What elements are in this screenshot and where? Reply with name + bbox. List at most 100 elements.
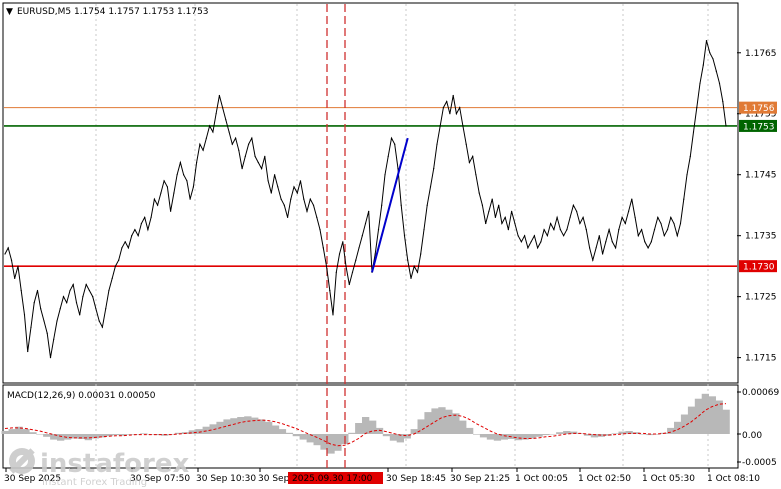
price-point (543, 229, 545, 231)
price-point (472, 155, 474, 157)
macd-histogram-bar (500, 434, 508, 440)
symbol-header: EURUSD,M5 1.1754 1.1757 1.1753 1.1753 (17, 7, 209, 17)
xtick-label-0: 30 Sep 2025 (4, 474, 61, 484)
price-point (257, 161, 259, 164)
price-point (449, 113, 451, 115)
price-point (280, 198, 282, 200)
price-point (88, 289, 90, 292)
price-point (407, 259, 409, 261)
price-point (679, 222, 682, 225)
macd-histogram-bar (556, 432, 564, 434)
price-point (342, 241, 344, 243)
macd-histogram-bar (597, 434, 605, 437)
price-point (27, 350, 29, 353)
price-point (628, 210, 630, 212)
grid (95, 4, 709, 468)
macd-histogram-bar (459, 420, 467, 434)
price-point (381, 204, 383, 206)
macd-histogram-bar (70, 434, 79, 439)
price-point (49, 357, 52, 359)
price-point (205, 137, 207, 139)
macd-histogram-bar (563, 431, 571, 434)
macd-histogram-bar (209, 424, 217, 434)
price-point (387, 155, 389, 157)
price-tag-bg (739, 260, 777, 273)
price-point (390, 137, 393, 139)
price-point (290, 198, 292, 200)
macd-histogram-bar (618, 431, 626, 434)
price-point (312, 204, 315, 206)
macd-histogram-bar (715, 400, 723, 434)
price-point (494, 216, 496, 218)
price-point (36, 289, 39, 292)
macd-histogram-bar (452, 413, 460, 434)
price-point (530, 241, 532, 243)
macd-histogram-bar (36, 434, 44, 435)
macd-histogram-bar (202, 426, 210, 434)
price-point (686, 174, 688, 176)
macd-histogram-bar (77, 434, 86, 439)
macd-histogram-bar (542, 434, 550, 436)
macd-histogram-bar (680, 414, 689, 434)
price-point (611, 241, 613, 243)
price-point (33, 302, 35, 304)
dropdown-arrow-icon[interactable]: ▼ (6, 7, 13, 17)
time-highlight-label: 2025.09.30 17:00 (292, 474, 373, 484)
macd-histogram-bar (306, 434, 314, 443)
price-tags: 1.1756 1.1753 1.1730 (739, 101, 777, 273)
price-point (316, 216, 318, 218)
price-point (338, 253, 341, 255)
macd-layer (1, 391, 741, 463)
price-point (368, 210, 370, 212)
price-point (585, 229, 587, 231)
macd-histogram-bar (223, 419, 231, 434)
price-point (124, 241, 126, 243)
price-tag-text: 1.1730 (743, 263, 775, 273)
price-point (293, 186, 295, 188)
price-point (251, 137, 253, 139)
price-point (637, 235, 639, 237)
price-point (696, 107, 698, 109)
price-point (228, 131, 230, 133)
price-point (576, 210, 578, 212)
price-point (127, 247, 129, 249)
price-point (524, 235, 526, 237)
macd-histogram-bar (403, 434, 411, 439)
price-point (621, 216, 623, 218)
macd-histogram-bar (43, 434, 51, 437)
price-point (111, 277, 113, 279)
macd-histogram-bar (493, 434, 502, 441)
price-point (475, 174, 477, 176)
trend-line (371, 137, 409, 273)
macd-histogram-bar (244, 416, 252, 434)
xtick-label-9: 1 Oct 08:10 (707, 474, 760, 484)
price-point (23, 314, 26, 316)
price-tag-bg (739, 101, 777, 114)
price-point (608, 229, 610, 231)
price-point (692, 131, 695, 133)
price-point (660, 222, 662, 225)
macd-histogram-bar (8, 429, 16, 434)
price-point (222, 107, 224, 109)
price-point (468, 161, 470, 164)
macd-histogram-bar (355, 423, 363, 434)
price-point (355, 259, 357, 261)
macd-histogram-bar (140, 433, 148, 434)
trend-layer (371, 137, 409, 273)
ytick-label-3: 1.1735 (745, 232, 777, 242)
macd-histogram-bar (119, 434, 127, 436)
price-point (485, 222, 487, 225)
price-tag-text: 1.1753 (743, 122, 775, 132)
macd-histogram-bar (348, 432, 356, 434)
macd-histogram-bar (521, 434, 529, 440)
price-point (569, 216, 571, 218)
price-point (394, 143, 396, 145)
macd-histogram-bar (154, 434, 162, 436)
price-point (199, 143, 201, 145)
macd-histogram-bar (50, 434, 58, 440)
price-point (631, 198, 633, 200)
price-point (225, 119, 227, 121)
watermark-tagline: Instant Forex Trading (42, 477, 147, 488)
macd-histogram-bar (84, 434, 92, 441)
